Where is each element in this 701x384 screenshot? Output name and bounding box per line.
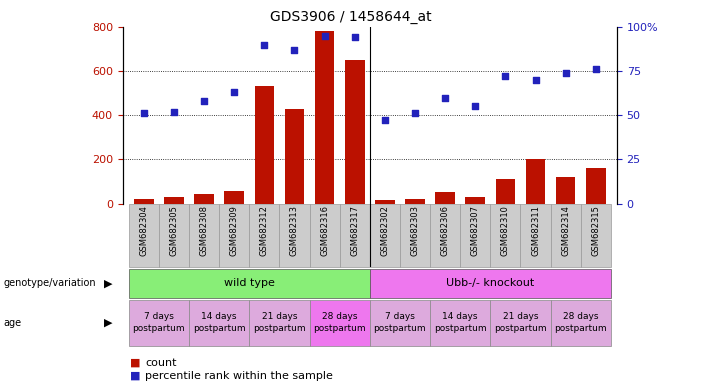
Point: [560, 70, 571, 76]
Text: GSM682302: GSM682302: [381, 205, 389, 256]
Text: count: count: [145, 358, 177, 368]
Text: GSM682305: GSM682305: [170, 205, 178, 256]
Bar: [315, 31, 334, 204]
Text: GSM682317: GSM682317: [350, 205, 359, 257]
Bar: [460, 204, 490, 267]
Text: ■: ■: [130, 358, 140, 368]
Bar: [370, 204, 400, 267]
Point: [440, 94, 451, 101]
Text: 21 days
postpartum: 21 days postpartum: [253, 312, 306, 333]
Text: percentile rank within the sample: percentile rank within the sample: [145, 371, 333, 381]
Text: GSM682306: GSM682306: [441, 205, 449, 257]
Text: 14 days
postpartum: 14 days postpartum: [193, 312, 245, 333]
Point: [470, 103, 481, 109]
Text: 14 days
postpartum: 14 days postpartum: [434, 312, 486, 333]
Text: wild type: wild type: [224, 278, 275, 288]
Point: [590, 66, 601, 72]
Text: age: age: [4, 318, 22, 328]
Text: GSM682313: GSM682313: [290, 205, 299, 257]
Bar: [550, 204, 580, 267]
Bar: [250, 300, 310, 346]
Bar: [189, 204, 219, 267]
Text: ▶: ▶: [104, 318, 113, 328]
Text: ■: ■: [130, 371, 140, 381]
Bar: [189, 300, 250, 346]
Bar: [129, 204, 159, 267]
Text: Ubb-/- knockout: Ubb-/- knockout: [447, 278, 534, 288]
Bar: [254, 86, 274, 204]
Text: genotype/variation: genotype/variation: [4, 278, 96, 288]
Text: GSM682310: GSM682310: [501, 205, 510, 256]
Text: GSM682312: GSM682312: [260, 205, 268, 256]
Point: [168, 109, 179, 115]
Point: [530, 77, 541, 83]
Text: GSM682308: GSM682308: [200, 205, 208, 257]
Bar: [465, 197, 485, 204]
Bar: [496, 179, 515, 204]
Bar: [340, 204, 370, 267]
Bar: [580, 204, 611, 267]
Bar: [550, 300, 611, 346]
Point: [349, 35, 360, 41]
Bar: [526, 159, 545, 204]
Point: [379, 118, 390, 124]
Bar: [219, 204, 250, 267]
Bar: [430, 204, 460, 267]
Bar: [159, 204, 189, 267]
Bar: [370, 300, 430, 346]
Bar: [520, 204, 550, 267]
Point: [138, 110, 149, 116]
Text: 7 days
postpartum: 7 days postpartum: [132, 312, 185, 333]
Bar: [129, 269, 370, 298]
Text: GSM682303: GSM682303: [411, 205, 419, 257]
Bar: [280, 204, 310, 267]
Bar: [400, 204, 430, 267]
Text: ▶: ▶: [104, 278, 113, 288]
Bar: [224, 191, 244, 204]
Text: 28 days
postpartum: 28 days postpartum: [313, 312, 366, 333]
Point: [198, 98, 210, 104]
Text: 21 days
postpartum: 21 days postpartum: [494, 312, 547, 333]
Text: GSM682311: GSM682311: [531, 205, 540, 256]
Bar: [370, 269, 611, 298]
Text: GDS3906 / 1458644_at: GDS3906 / 1458644_at: [270, 10, 431, 23]
Bar: [435, 192, 455, 204]
Bar: [250, 204, 280, 267]
Bar: [375, 200, 395, 204]
Bar: [134, 199, 154, 204]
Bar: [490, 204, 520, 267]
Text: 28 days
postpartum: 28 days postpartum: [554, 312, 607, 333]
Text: GSM682315: GSM682315: [591, 205, 600, 256]
Bar: [310, 300, 370, 346]
Point: [319, 33, 330, 39]
Point: [500, 73, 511, 79]
Text: GSM682314: GSM682314: [562, 205, 570, 256]
Point: [289, 47, 300, 53]
Bar: [586, 168, 606, 204]
Text: 7 days
postpartum: 7 days postpartum: [374, 312, 426, 333]
Bar: [345, 60, 365, 204]
Point: [259, 41, 270, 48]
Point: [409, 110, 421, 116]
Bar: [490, 300, 550, 346]
Bar: [164, 197, 184, 204]
Bar: [556, 177, 576, 204]
Bar: [405, 199, 425, 204]
Bar: [430, 300, 490, 346]
Text: GSM682307: GSM682307: [471, 205, 479, 257]
Text: GSM682316: GSM682316: [320, 205, 329, 257]
Bar: [285, 109, 304, 204]
Bar: [194, 194, 214, 204]
Bar: [129, 300, 189, 346]
Bar: [310, 204, 340, 267]
Point: [229, 89, 240, 95]
Text: GSM682304: GSM682304: [139, 205, 149, 256]
Text: GSM682309: GSM682309: [230, 205, 238, 256]
